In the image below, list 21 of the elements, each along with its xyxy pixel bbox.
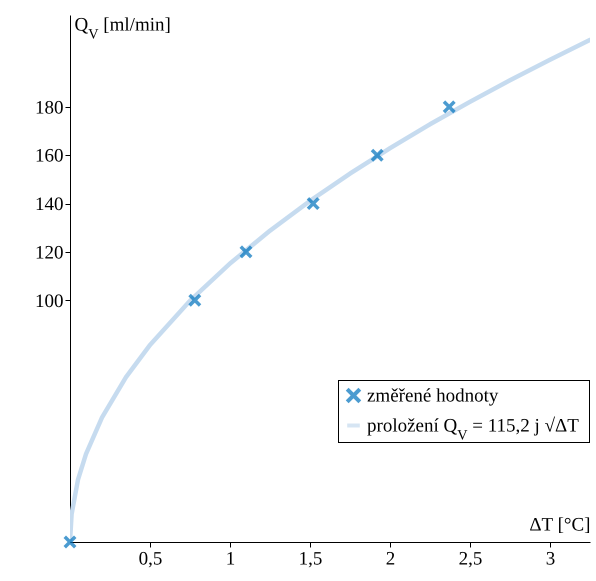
- x-tick-label: 2,5: [458, 548, 482, 570]
- point: [442, 100, 456, 114]
- y-tick-label: 120: [35, 242, 64, 264]
- y-axis-title: Q$_{V}$ [ml/min]: [74, 14, 171, 42]
- point: [188, 293, 202, 308]
- point: [370, 148, 384, 162]
- legend-label: změřené hodnoty: [367, 386, 499, 406]
- x-tick-label: 0,5: [138, 548, 162, 570]
- x-tick-label: 2: [386, 548, 396, 570]
- point: [239, 244, 253, 259]
- x-tick-label: 3: [546, 548, 556, 570]
- legend-label: proložení Q$_{V}$ = 115,2 j √ΔT: [367, 416, 580, 444]
- y-tick-label: 100: [35, 290, 64, 312]
- x-axis-title: ΔT [°C]: [529, 514, 590, 536]
- y-tick-label: 140: [35, 194, 64, 216]
- x-tick-label: 1: [226, 548, 236, 570]
- x-tick-label: 1,5: [298, 548, 322, 570]
- point: [63, 535, 77, 549]
- y-tick-label: 180: [35, 97, 64, 118]
- y-tick-label: 160: [35, 146, 64, 167]
- point: [306, 196, 320, 211]
